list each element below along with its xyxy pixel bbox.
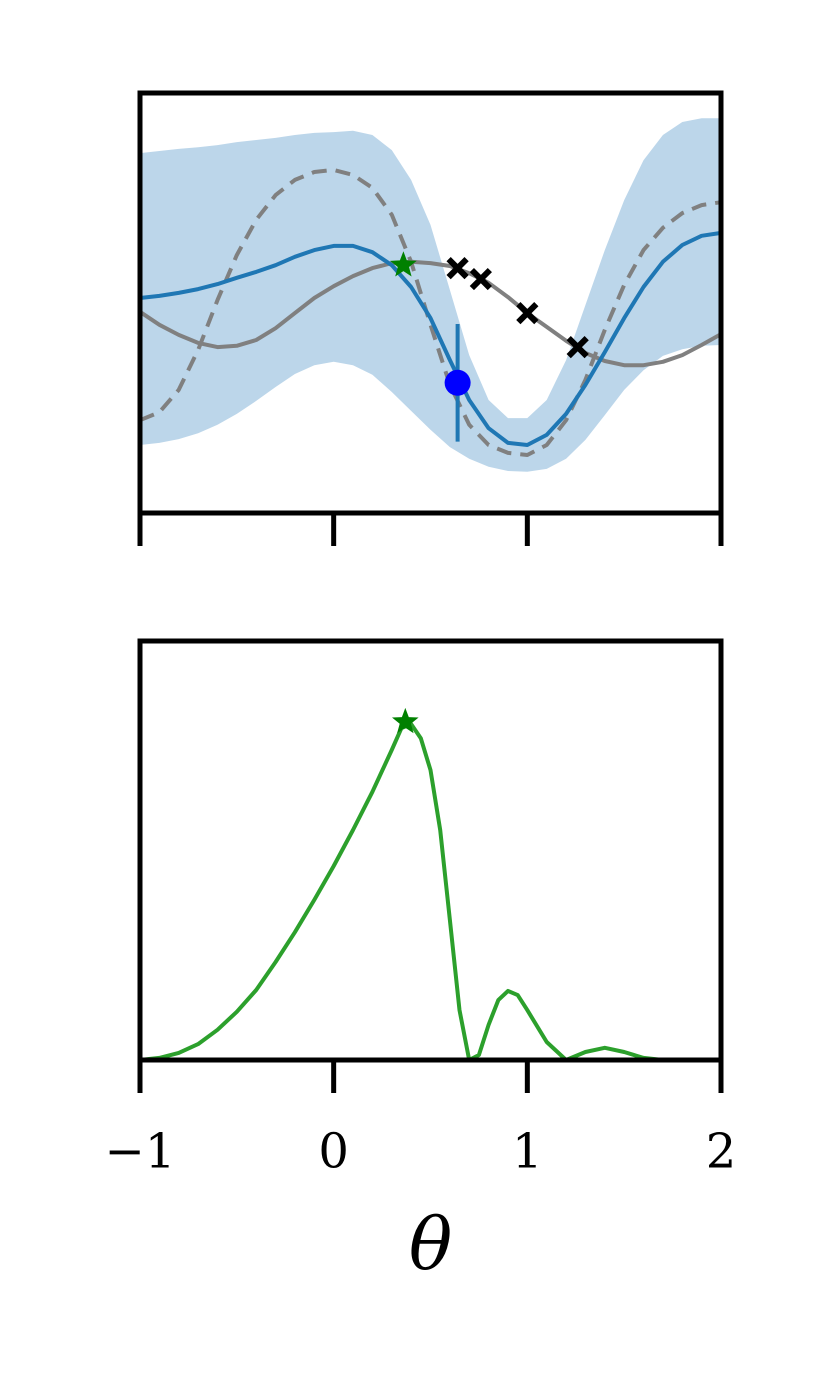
confidence-band bbox=[140, 118, 721, 472]
panel: −1 0 1 2 θ bbox=[105, 638, 737, 1286]
x-marker bbox=[566, 335, 589, 359]
panel bbox=[137, 90, 724, 546]
x-axis-label: θ bbox=[409, 1202, 452, 1286]
axes-frame bbox=[137, 638, 724, 1063]
line-series bbox=[139, 167, 722, 457]
observation-point bbox=[444, 369, 471, 396]
line-series bbox=[138, 259, 722, 368]
line-series bbox=[139, 722, 721, 1062]
x-marker bbox=[446, 257, 469, 280]
x-marker bbox=[469, 267, 492, 291]
x-marker bbox=[516, 301, 539, 325]
star-marker bbox=[392, 707, 419, 734]
star-marker bbox=[390, 251, 417, 277]
x-tick-label: 1 bbox=[512, 1124, 543, 1180]
x-tick-label: −1 bbox=[105, 1124, 176, 1180]
line-series bbox=[139, 230, 722, 447]
x-tick-label: 0 bbox=[318, 1124, 349, 1180]
axes-frame bbox=[137, 90, 724, 516]
x-tick-label: 2 bbox=[706, 1124, 737, 1180]
